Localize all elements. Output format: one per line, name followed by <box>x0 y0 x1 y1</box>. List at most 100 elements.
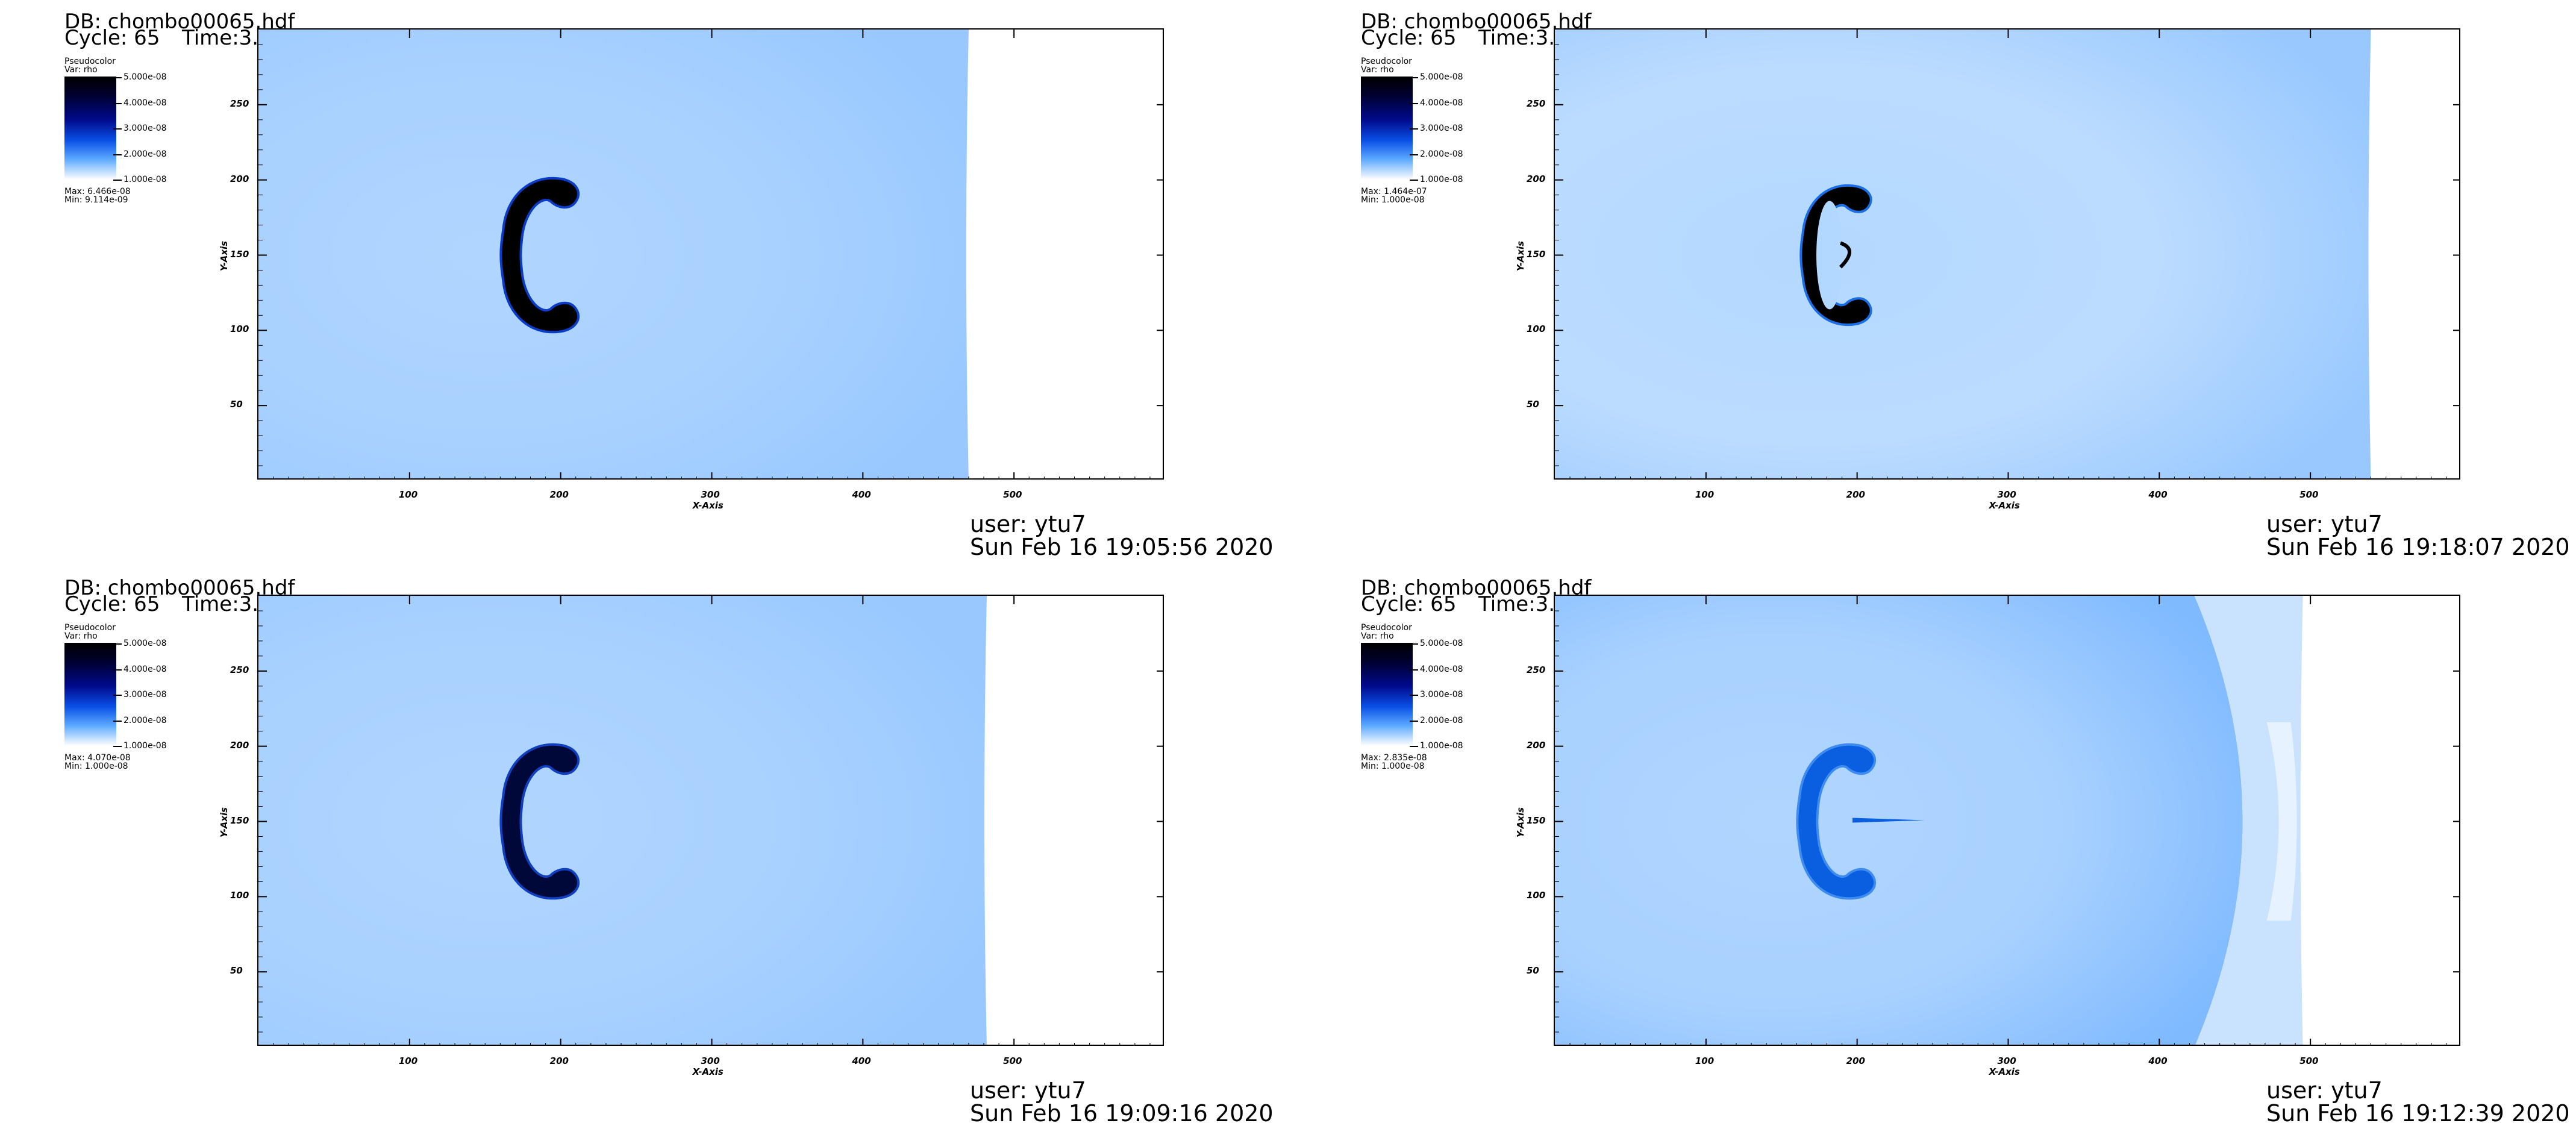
date-label: Sun Feb 16 19:12:39 2020 <box>2266 1100 2570 1127</box>
x-tick-label: 500 <box>1003 489 1022 500</box>
plot-panel: DB: chombo00065.hdf Cycle: 65 Time:3.25e-0… <box>1296 566 2576 1129</box>
colorbar-tick <box>113 128 122 130</box>
post-shock-band <box>2194 596 2303 1045</box>
cycle-label: Cycle: 65 <box>1361 26 1457 50</box>
x-tick-label: 100 <box>398 489 418 500</box>
x-tick-label: 100 <box>398 1056 418 1066</box>
x-tick-label: 400 <box>2148 1056 2168 1066</box>
x-tick-label: 200 <box>1846 1056 1865 1066</box>
colorbar-tick-label: 5.000e-08 <box>1420 72 1463 82</box>
colorbar-tick-label: 5.000e-08 <box>123 639 167 648</box>
legend-max: Max: 6.466e-08 <box>64 187 131 196</box>
colorbar-tick-label: 1.000e-08 <box>123 175 167 184</box>
x-axis-title: X-Axis <box>692 500 724 511</box>
density-field <box>1555 596 2459 1045</box>
cycle-label: Cycle: 65 <box>64 592 160 616</box>
x-tick-label: 500 <box>2299 1056 2319 1066</box>
y-axis-title: Y-Axis <box>1515 807 1527 837</box>
colorbar-tick-label: 1.000e-08 <box>123 741 167 751</box>
legend-title: Pseudocolor <box>64 623 116 633</box>
legend-max: Max: 4.070e-08 <box>64 753 131 763</box>
colorbar-tick-label: 3.000e-08 <box>1420 690 1463 699</box>
x-tick-label: 200 <box>549 489 569 500</box>
y-tick-label: 150 <box>230 248 249 260</box>
colorbar-tick <box>1410 154 1418 155</box>
user-label: user: ytu7 <box>970 1077 1086 1104</box>
colorbar-tick-label: 4.000e-08 <box>123 98 167 108</box>
colorbar-tick-label: 4.000e-08 <box>1420 98 1463 108</box>
colorbar-tick <box>113 180 122 181</box>
legend-var: Var: rho <box>64 631 98 641</box>
colorbar-tick-label: 4.000e-08 <box>123 664 167 674</box>
plot-area <box>1554 595 2460 1046</box>
density-field <box>1555 30 2459 478</box>
y-tick-label: 200 <box>230 173 249 184</box>
date-label: Sun Feb 16 19:18:07 2020 <box>2266 534 2570 560</box>
density-field <box>258 596 1163 1045</box>
x-tick-label: 200 <box>1846 489 1865 500</box>
plot-panel: DB: chombo00065.hdf Cycle: 65 Time:3.25e-0… <box>0 566 1288 1129</box>
x-tick-label: 300 <box>1997 1056 2016 1066</box>
cycle-label: Cycle: 65 <box>1361 592 1457 616</box>
y-axis-title: Y-Axis <box>219 807 230 837</box>
x-tick-label: 400 <box>2148 489 2168 500</box>
shocked-region <box>258 596 987 1045</box>
colorbar-tick <box>1410 720 1418 722</box>
y-tick-label: 200 <box>230 739 249 751</box>
y-tick-label: 100 <box>230 890 249 901</box>
cloud-tail <box>1852 818 1925 823</box>
x-tick-label: 300 <box>701 489 720 500</box>
x-axis-title: X-Axis <box>1989 500 2020 511</box>
y-tick-label: 50 <box>230 399 243 410</box>
shocked-region <box>258 30 969 478</box>
legend-var: Var: rho <box>1361 65 1394 75</box>
cloud-hollow <box>1816 201 1843 310</box>
x-tick-label: 200 <box>549 1056 569 1066</box>
colorbar-tick <box>1410 695 1418 696</box>
y-axis-title: Y-Axis <box>219 240 230 271</box>
y-tick-label: 50 <box>1527 965 1539 977</box>
dense-cloud <box>1799 184 1872 326</box>
colorbar <box>64 643 116 746</box>
x-tick-label: 500 <box>2299 489 2319 500</box>
x-axis-title: X-Axis <box>1989 1066 2020 1077</box>
colorbar-tick-label: 4.000e-08 <box>1420 664 1463 674</box>
legend-title: Pseudocolor <box>64 57 116 66</box>
legend-max: Max: 1.464e-07 <box>1361 187 1427 196</box>
legend-min: Min: 9.114e-09 <box>64 195 128 205</box>
x-tick-label: 400 <box>852 1056 871 1066</box>
y-tick-label: 100 <box>230 324 249 335</box>
x-tick-label: 100 <box>1695 1056 1715 1066</box>
db-label: DB: chombo00065.hdf <box>64 576 295 600</box>
x-tick-label: 300 <box>1997 489 2016 500</box>
plot-area <box>257 595 1164 1046</box>
x-tick-label: 300 <box>701 1056 720 1066</box>
colorbar-tick-label: 1.000e-08 <box>1420 741 1463 751</box>
colorbar-tick <box>113 154 122 155</box>
dense-cloud <box>499 743 580 900</box>
y-tick-label: 50 <box>230 965 243 977</box>
y-tick-label: 100 <box>1527 324 1546 335</box>
colorbar <box>1361 77 1413 180</box>
legend-var: Var: rho <box>1361 631 1394 641</box>
legend-max: Max: 2.835e-08 <box>1361 753 1427 763</box>
colorbar-tick <box>113 695 122 696</box>
colorbar-tick <box>113 102 122 104</box>
colorbar-tick <box>1410 128 1418 130</box>
cycle-label: Cycle: 65 <box>64 26 160 50</box>
db-label: DB: chombo00065.hdf <box>1361 576 1592 600</box>
plot-area <box>1554 28 2460 480</box>
legend-title: Pseudocolor <box>1361 623 1412 633</box>
colorbar-tick-label: 5.000e-08 <box>1420 639 1463 648</box>
y-tick-label: 150 <box>230 815 249 826</box>
colorbar-tick-label: 1.000e-08 <box>1420 175 1463 184</box>
colorbar-tick <box>1410 77 1418 78</box>
colorbar-tick <box>113 77 122 78</box>
colorbar-tick <box>113 669 122 671</box>
colorbar-tick <box>1410 180 1418 181</box>
db-label: DB: chombo00065.hdf <box>1361 10 1592 34</box>
y-tick-label: 250 <box>1527 664 1546 675</box>
dense-cloud <box>499 177 580 334</box>
colorbar-tick <box>1410 746 1418 747</box>
date-label: Sun Feb 16 19:09:16 2020 <box>970 1100 1274 1127</box>
